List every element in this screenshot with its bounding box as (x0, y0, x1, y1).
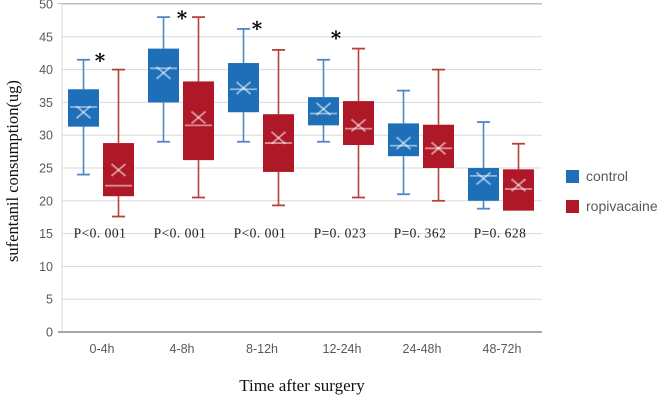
box-ropivacaine-24-48h (423, 124, 454, 168)
significance-asterisk-0: * (95, 48, 106, 72)
legend-item-ropivacaine: ropivacaine (566, 198, 658, 214)
legend-item-control: control (566, 168, 658, 184)
box-ropivacaine-48-72h (503, 169, 534, 211)
box-ropivacaine-24-48h-mean-x (430, 141, 447, 156)
y-tick-label-20: 20 (39, 194, 53, 208)
p-value-label-2: P<0. 001 (234, 225, 287, 240)
x-category-label-4-8h: 4-8h (169, 342, 194, 356)
x-category-label-48-72h: 48-72h (483, 342, 522, 356)
legend: control ropivacaine (566, 168, 658, 214)
box-control-8-12h-mean-x (235, 81, 252, 95)
y-tick-label-30: 30 (39, 129, 53, 143)
p-value-label-5: P=0. 628 (474, 225, 527, 240)
y-tick-label-50: 50 (39, 0, 53, 12)
p-value-label-4: P=0. 362 (394, 225, 447, 240)
legend-label-ropivacaine: ropivacaine (586, 198, 658, 214)
p-value-label-0: P<0. 001 (74, 225, 127, 240)
box-ropivacaine-12-24h-mean-x (350, 118, 367, 133)
x-axis-title: Time after surgery (239, 376, 365, 395)
legend-swatch-ropivacaine (566, 200, 579, 213)
p-value-label-3: P=0. 023 (314, 225, 367, 240)
y-tick-label-35: 35 (39, 96, 53, 110)
y-tick-label-5: 5 (46, 293, 53, 307)
box-ropivacaine-4-8h (183, 81, 214, 161)
x-category-label-24-48h: 24-48h (403, 342, 442, 356)
x-category-label-8-12h: 8-12h (246, 342, 278, 356)
y-tick-label-10: 10 (39, 260, 53, 274)
y-axis-title: sufentanil consumption(ug) (3, 80, 22, 262)
box-control-4-8h-mean-x (155, 66, 172, 80)
y-tick-label-15: 15 (39, 227, 53, 241)
y-tick-label-40: 40 (39, 63, 53, 77)
box-control-12-24h (308, 97, 339, 126)
box-ropivacaine-4-8h-mean-x (190, 110, 207, 125)
box-ropivacaine-0-4h-mean-x (110, 163, 127, 177)
significance-asterisk-3: * (331, 26, 342, 50)
box-control-12-24h-mean-x (315, 102, 332, 116)
x-category-label-12-24h: 12-24h (323, 342, 362, 356)
y-tick-label-25: 25 (39, 162, 53, 176)
p-value-label-1: P<0. 001 (154, 225, 207, 240)
x-category-label-0-4h: 0-4h (89, 342, 114, 356)
legend-label-control: control (586, 168, 629, 184)
significance-asterisk-1: * (177, 6, 188, 30)
y-tick-label-0: 0 (46, 326, 53, 340)
box-ropivacaine-12-24h (343, 101, 374, 146)
box-control-48-72h-mean-x (475, 171, 492, 186)
y-tick-label-45: 45 (39, 30, 53, 44)
box-control-24-48h-mean-x (395, 136, 412, 150)
box-control-4-8h (148, 48, 179, 103)
significance-asterisk-2: * (252, 16, 263, 40)
box-control-0-4h-mean-x (75, 105, 92, 119)
box-control-48-72h (468, 168, 499, 201)
legend-swatch-control (566, 170, 579, 183)
box-control-0-4h (68, 89, 99, 127)
box-ropivacaine-48-72h-mean-x (510, 178, 527, 192)
box-ropivacaine-8-12h-mean-x (270, 131, 287, 145)
box-control-24-48h (388, 123, 419, 157)
